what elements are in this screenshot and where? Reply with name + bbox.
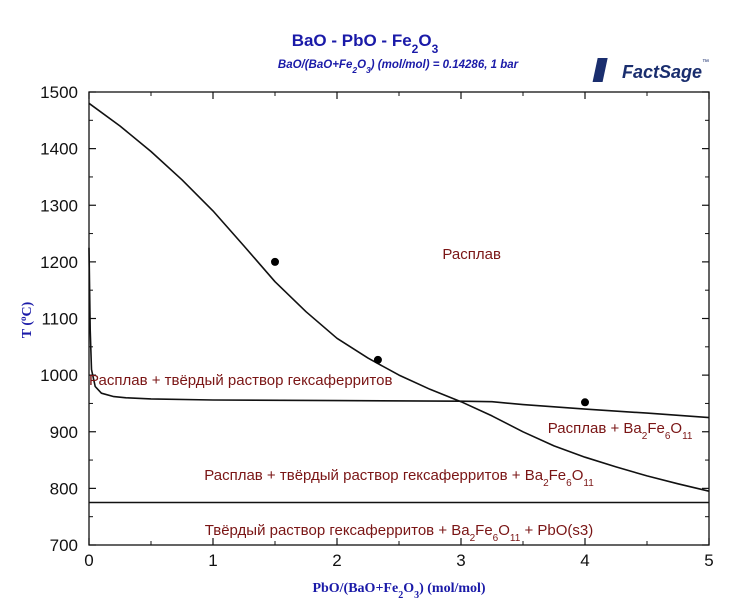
label-text: BaO/(BaO+Fe: [278, 59, 353, 71]
subscript-text: 2: [351, 65, 357, 75]
y-tick-label: 800: [50, 479, 78, 498]
phase-region-label: Расплав + Ba2Fe6O11: [548, 420, 693, 442]
experimental-point: [271, 257, 279, 266]
logo-trademark: ™: [702, 59, 709, 66]
x-axis-title: PbO/(BaO+Fe2O3) (mol/mol): [312, 581, 485, 601]
label-text: O: [403, 581, 414, 596]
label-text: O: [572, 467, 584, 484]
title-part: O: [418, 31, 431, 50]
phase-region-labels: Расплав Расплав + твёрдый раствор гексафе…: [89, 246, 693, 543]
subscript-text: 6: [493, 532, 499, 543]
subscript-text: 6: [665, 430, 671, 441]
phase-region-label: Расплав: [442, 246, 501, 263]
superscript-text: o: [18, 316, 28, 321]
label-text: ) (mol/mol) = 0.14286, 1 bar: [369, 59, 519, 71]
logo-text: FactSage: [622, 62, 702, 82]
title-part: BaO - PbO - Fe: [292, 31, 412, 50]
label-text: Расплав + твёрдый раствор гексаферритов …: [204, 467, 544, 484]
y-tick-label: 1300: [40, 196, 78, 215]
subscript-text: 2: [412, 42, 419, 56]
subscript-text: 2: [642, 430, 648, 441]
experimental-point: [373, 355, 382, 364]
label-text: O: [670, 420, 682, 437]
subscript-text: 3: [432, 42, 439, 56]
label-text: O: [357, 59, 366, 71]
y-axis-label: T (oC): [18, 301, 35, 338]
subscript-text: 2: [470, 532, 476, 543]
x-tick-label: 3: [456, 551, 465, 570]
y-axis-ticks: 700 800 900 1000 1100 1200 1300 1400 1500: [40, 83, 709, 555]
phase-region-label: Твёрдый раствор гексаферритов + Ba2Fe6O1…: [205, 522, 594, 544]
label-text: Fe: [647, 420, 665, 437]
y-tick-label: 900: [50, 423, 78, 442]
subscript-text: 3: [414, 590, 419, 601]
label-text: Fe: [549, 467, 567, 484]
x-tick-label: 1: [208, 551, 217, 570]
chart-title: BaO - PbO - Fe2O3: [292, 31, 439, 56]
label-text: Fe: [475, 522, 493, 539]
label-text: Расплав: [442, 246, 501, 263]
subscript-text: 11: [510, 532, 521, 543]
phase-boundaries: [88, 102, 710, 504]
x-tick-label: 0: [84, 551, 93, 570]
x-tick-label: 5: [704, 551, 713, 570]
x-tick-label: 2: [332, 551, 341, 570]
y-axis-title: T (oC): [18, 301, 35, 338]
label-text: ) (mol/mol): [419, 581, 486, 596]
subscript-text: 2: [543, 477, 549, 488]
subscript-text: 11: [682, 430, 693, 441]
phase-region-label: Расплав + твёрдый раствор гексаферритов: [89, 372, 392, 389]
subscript-text: 3: [366, 65, 371, 75]
subtitle-text: BaO/(BaO+Fe2O3) (mol/mol) = 0.14286, 1 b…: [278, 59, 519, 75]
hexaferrite-boundary-line: [88, 247, 710, 419]
y-tick-label: 1200: [40, 253, 78, 272]
label-text: O: [498, 522, 510, 539]
subscript-text: 11: [583, 477, 594, 488]
label-text: PbO/(BaO+Fe: [312, 581, 398, 596]
label-text: Расплав + Ba: [548, 420, 643, 437]
y-tick-label: 1500: [40, 83, 78, 102]
logo-mark: [592, 58, 608, 82]
y-tick-label: 700: [50, 536, 78, 555]
label-text: T (: [20, 321, 35, 339]
phase-region-label: Расплав + твёрдый раствор гексаферритов …: [204, 467, 594, 489]
experimental-point: [581, 398, 589, 407]
x-axis-label: PbO/(BaO+Fe2O3) (mol/mol): [312, 581, 485, 601]
subscript-text: 6: [566, 477, 572, 488]
y-tick-label: 1100: [41, 310, 78, 329]
title-text: BaO - PbO - Fe2O3: [292, 31, 439, 56]
experimental-points: [271, 257, 589, 407]
label-text: C): [20, 301, 35, 316]
chart-subtitle: BaO/(BaO+Fe2O3) (mol/mol) = 0.14286, 1 b…: [278, 59, 519, 75]
x-tick-label: 4: [580, 551, 589, 570]
y-tick-label: 1000: [40, 366, 78, 385]
label-text: Твёрдый раствор гексаферритов + Ba: [205, 522, 471, 539]
y-tick-label: 1400: [40, 140, 78, 159]
factsage-logo: FactSage ™: [592, 58, 709, 82]
liquidus-line: [88, 102, 710, 492]
label-text: + PbO(s3): [520, 522, 593, 539]
label-text: Расплав + твёрдый раствор гексаферритов: [89, 372, 392, 389]
subscript-text: 2: [398, 590, 403, 601]
